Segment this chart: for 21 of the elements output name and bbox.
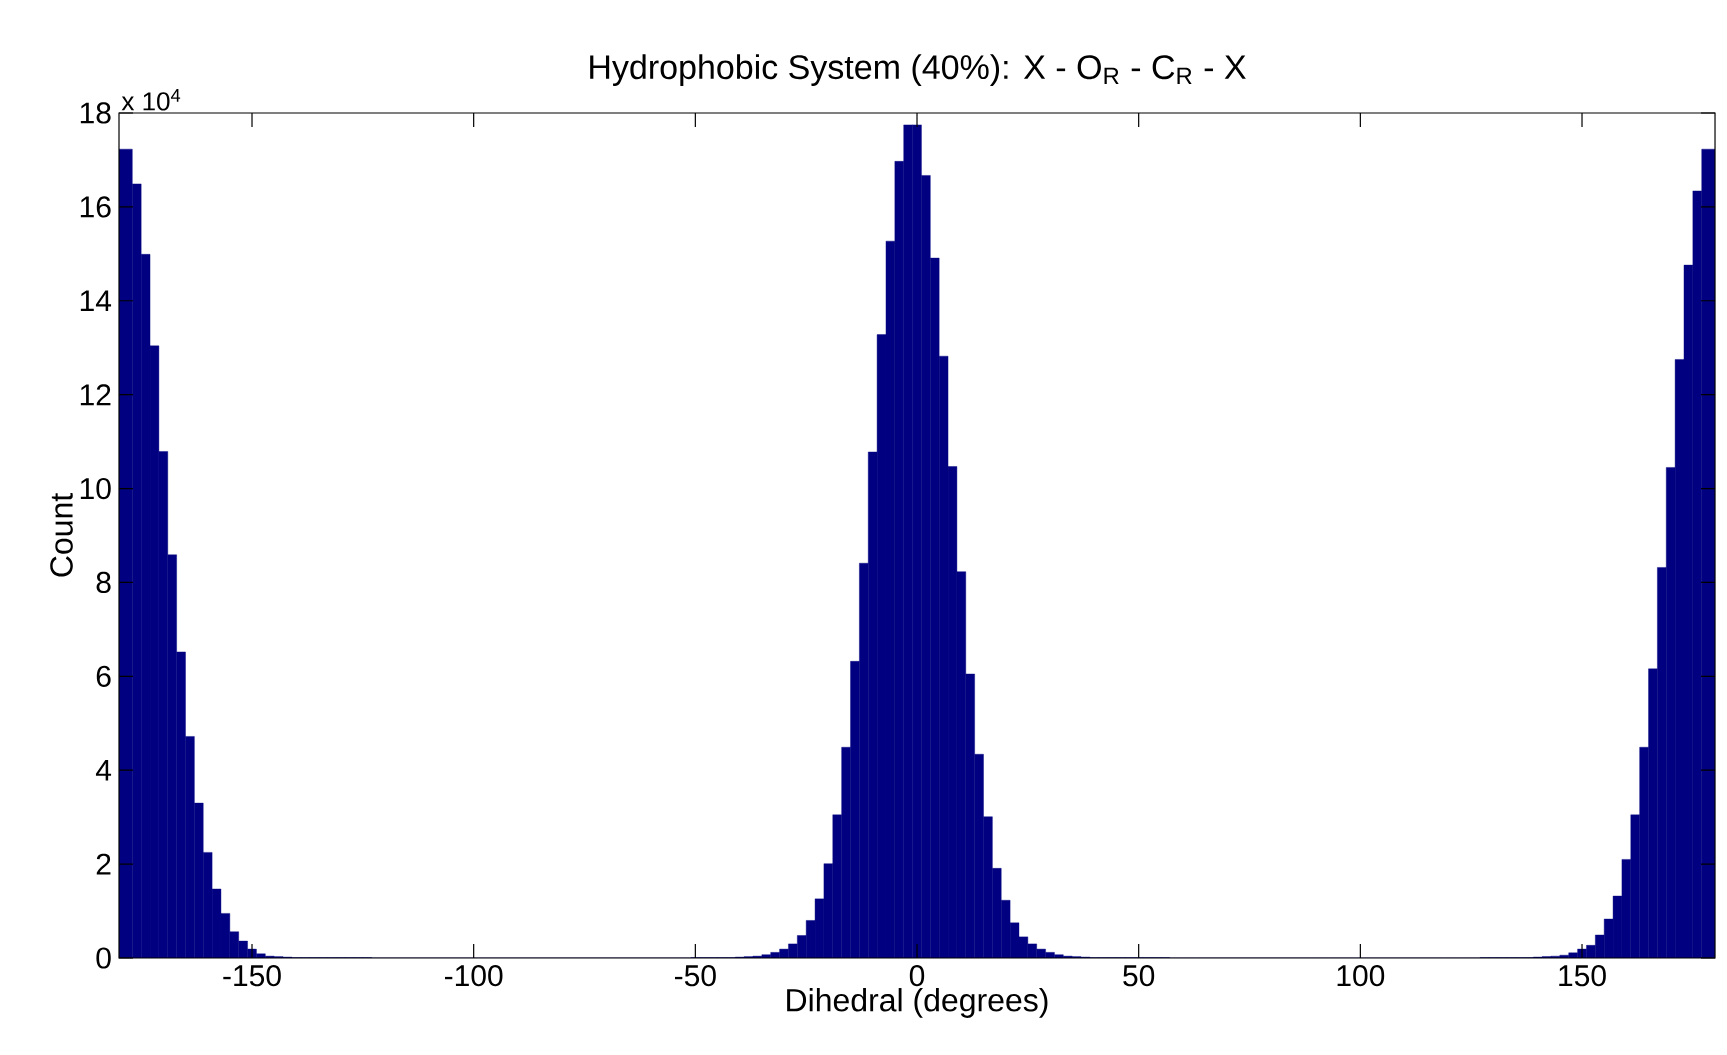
y-tick-label: 4 — [95, 759, 112, 781]
chart-title: Hydrophobic System (40%): X - O$_{R}$ - C$_{R}$ - X — [590, 54, 1246, 86]
x-tick-label: 150 — [1559, 965, 1606, 987]
y-axis-title: Count — [50, 493, 73, 577]
x-tick-label: 0 — [909, 965, 925, 987]
text: x 10$^{4}$ — [121, 89, 181, 111]
y-tick-label: 10 — [80, 477, 111, 500]
y-tick-label: 8 — [96, 571, 111, 594]
x-tick-label: 50 — [1123, 965, 1155, 987]
x-axis-title: Dihedral (degrees) — [787, 988, 1048, 1018]
y-tick-label: 6 — [96, 665, 111, 687]
y-tick-label: 14 — [80, 290, 112, 312]
x-tick-label: -150 — [223, 965, 281, 987]
y-tick-label: 16 — [80, 196, 111, 218]
y-tick-label: 0 — [96, 947, 111, 969]
y-tick-label: 12 — [80, 384, 111, 406]
x-tick-label: -100 — [444, 965, 503, 987]
x-tick-label: 100 — [1337, 965, 1385, 987]
y-tick-label: 18 — [80, 102, 111, 124]
x-tick-label: -50 — [674, 965, 716, 987]
y-tick-label: 2 — [96, 853, 111, 875]
